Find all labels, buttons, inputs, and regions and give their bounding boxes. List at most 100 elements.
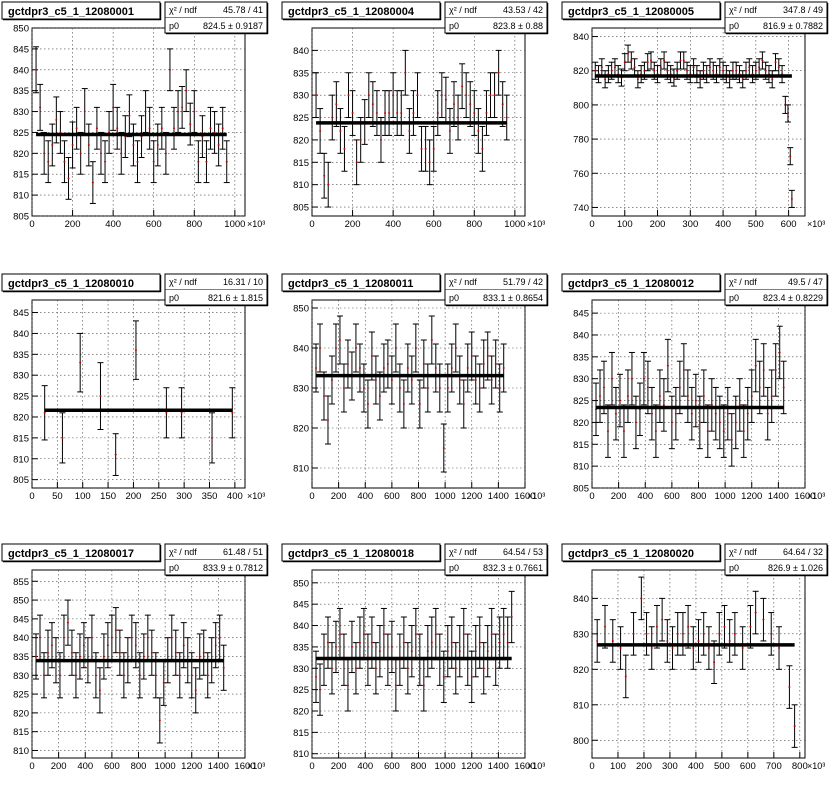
point-marker <box>750 395 753 398</box>
point-marker <box>79 361 82 364</box>
data-point <box>328 642 335 695</box>
point-marker <box>327 183 330 186</box>
y-tick-label: 815 <box>573 440 589 451</box>
x-tick-label: 1200 <box>461 761 482 772</box>
point-marker <box>79 152 82 155</box>
data-point <box>333 81 340 127</box>
data-point <box>609 619 616 663</box>
point-marker <box>138 674 141 677</box>
data-point <box>752 590 759 635</box>
data-point <box>724 386 731 441</box>
data-point <box>352 323 359 373</box>
point-marker <box>442 675 445 678</box>
data-point <box>674 612 681 656</box>
point-marker <box>402 403 405 405</box>
y-tick-label: 815 <box>13 727 29 738</box>
point-marker <box>358 641 361 644</box>
data-point <box>768 612 775 656</box>
point-marker <box>676 69 679 72</box>
data-point <box>436 363 443 413</box>
data-point <box>373 90 380 136</box>
data-point <box>434 90 441 136</box>
data-point <box>760 597 767 642</box>
data-point <box>622 654 629 699</box>
point-marker <box>74 674 77 677</box>
chi2-value: 61.48 / 51 <box>223 547 263 557</box>
point-marker <box>722 430 725 433</box>
y-tick-label: 810 <box>13 191 29 202</box>
data-point <box>114 106 121 150</box>
plot-title-box: gctdpr3_c5_1_12080010 <box>1 273 162 293</box>
point-marker <box>122 674 125 677</box>
data-point <box>172 629 179 676</box>
point-marker <box>354 347 357 349</box>
point-marker <box>697 639 700 642</box>
p0-value: 821.6 ± 1.815 <box>208 293 263 303</box>
data-point <box>420 339 427 389</box>
point-marker <box>602 386 605 389</box>
point-marker <box>194 689 197 692</box>
plot-title-box: gctdpr3_c5_1_12080018 <box>281 543 442 563</box>
point-marker <box>331 116 334 119</box>
y-tick-label: 820 <box>13 149 29 160</box>
plot-title: gctdpr3_c5_1_12080005 <box>568 6 694 18</box>
data-point <box>150 140 157 184</box>
point-marker <box>221 127 224 130</box>
point-marker <box>698 421 701 424</box>
data-point <box>638 576 645 621</box>
data-point <box>140 633 147 680</box>
x-tick-label: 800 <box>466 219 482 230</box>
data-point <box>110 83 117 131</box>
data-point <box>154 123 161 167</box>
point-marker <box>189 123 192 126</box>
y-tick-label: 845 <box>13 44 29 55</box>
point-marker <box>453 103 455 106</box>
data-point <box>353 139 360 186</box>
plot-title: gctdpr3_c5_1_12080017 <box>8 548 134 560</box>
data-point <box>102 140 109 184</box>
point-marker <box>654 430 657 433</box>
point-marker <box>75 127 78 130</box>
data-point <box>41 385 48 441</box>
y-tick-label: 850 <box>13 24 29 35</box>
data-point <box>178 387 185 439</box>
point-marker <box>474 650 477 653</box>
point-marker <box>209 127 212 130</box>
x-tick-label: 400 <box>357 761 373 772</box>
x-tick-label: 1200 <box>181 761 202 772</box>
plot-panel: 0 200 400 600 800 1000 805 810 815 820 825 830 835 84… <box>1 1 269 230</box>
point-marker <box>78 655 81 658</box>
point-marker <box>178 674 181 677</box>
stats-box: χ² / ndf 43.53 / 42 p0 823.8 ± 0.88 <box>444 1 549 35</box>
point-marker <box>430 339 433 341</box>
point-marker <box>202 651 205 654</box>
data-point <box>716 395 723 450</box>
point-marker <box>718 421 721 424</box>
data-point <box>648 626 655 670</box>
chi2-value: 64.64 / 32 <box>783 547 823 557</box>
point-marker <box>658 395 661 398</box>
x-axis-exponent: ×10³ <box>247 761 265 771</box>
point-marker <box>315 94 318 97</box>
data-point <box>786 665 793 709</box>
point-marker <box>613 66 616 69</box>
point-marker <box>440 94 443 97</box>
data-point <box>220 644 227 691</box>
plot-title-box: gctdpr3_c5_1_12080020 <box>561 543 722 563</box>
data-point <box>669 626 676 670</box>
x-tick-label: 200 <box>650 219 666 230</box>
x-axis-exponent: ×10³ <box>247 219 265 229</box>
plot-panel: 0 200 400 600 800 1000 1200 1400 1600 805 810 815 82… <box>561 273 829 502</box>
point-marker <box>687 625 690 628</box>
data-point <box>491 72 498 119</box>
data-point <box>93 106 100 150</box>
point-marker <box>335 103 338 106</box>
x-axis-exponent: ×10³ <box>527 219 545 229</box>
stats-box: χ² / ndf 51.79 / 42 p0 833.1 ± 0.8654 <box>444 273 549 307</box>
data-point <box>711 640 718 685</box>
point-marker <box>343 147 346 150</box>
data-point <box>171 106 177 150</box>
data-point <box>500 343 507 393</box>
data-point <box>612 386 619 441</box>
point-marker <box>498 641 501 644</box>
